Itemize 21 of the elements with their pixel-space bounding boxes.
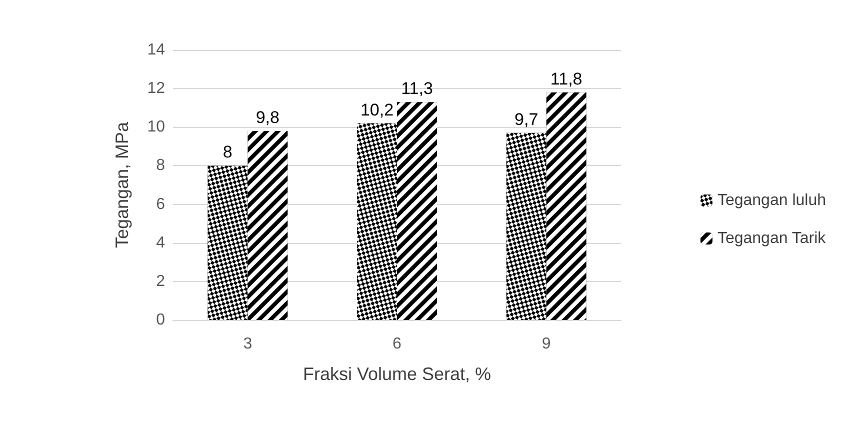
data-label: 10,2: [360, 100, 394, 120]
data-label: 8: [222, 142, 232, 162]
data-label: 9,8: [256, 108, 280, 127]
x-axis-title: Fraksi Volume Serat, %: [302, 364, 492, 384]
y-tick-label: 6: [156, 196, 166, 213]
y-tick-label: 0: [156, 312, 166, 328]
y-tick-label: 8: [156, 157, 166, 174]
y-tick-label: 2: [156, 272, 166, 290]
y-tick-label: 12: [147, 80, 166, 98]
legend-label: Tegangan luluh: [717, 192, 826, 209]
x-tick-label: 9: [542, 336, 551, 352]
data-label: 9,7: [514, 110, 538, 129]
legend-label: Tegangan Tarik: [717, 230, 827, 247]
y-axis-title: Tegangan, MPa: [112, 120, 132, 248]
data-label: 11,8: [550, 69, 582, 88]
x-tick-label: 3: [243, 336, 252, 352]
data-label: 11,3: [401, 79, 433, 98]
y-tick-label: 10: [147, 118, 166, 136]
y-tick-label: 14: [147, 42, 166, 58]
x-tick-label: 6: [392, 336, 402, 352]
y-tick-label: 4: [156, 234, 166, 252]
